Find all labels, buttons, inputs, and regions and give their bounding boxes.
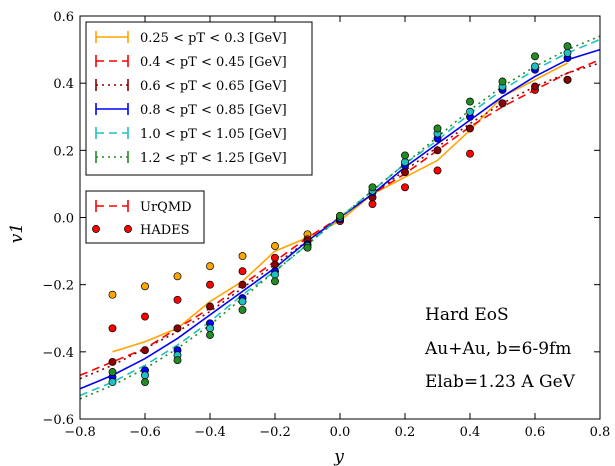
- hades-point-0-5: [271, 242, 279, 250]
- legend-hades-marker-left: [92, 225, 100, 233]
- hades-point-2-11: [466, 124, 474, 133]
- hades-point-5-5: [271, 277, 279, 286]
- annotation-eos: Hard EoS: [425, 305, 509, 325]
- hades-point-4-9: [401, 158, 409, 167]
- hades-point-5-10: [433, 124, 442, 133]
- hades-point-2-3: [206, 302, 214, 311]
- legend-hades-label: HADES: [140, 223, 190, 238]
- x-axis-label: y: [333, 447, 344, 466]
- hades-point-0-1: [141, 282, 149, 291]
- legend-label-3: 0.8 < pT < 0.85 [GeV]: [140, 103, 287, 118]
- hades-point-2-4: [238, 280, 247, 289]
- y-tick-label-2: −0.2: [42, 279, 74, 294]
- x-tick-label-8: 0.8: [590, 425, 611, 440]
- legend-hades-marker-right: [124, 225, 132, 233]
- x-tick-label-7: 0.6: [525, 425, 546, 440]
- hades-point-1-0: [108, 324, 117, 333]
- annotation-block: Hard EoS Au+Au, b=6-9fm Elab=1.23 A GeV: [424, 305, 576, 392]
- hades-point-0-3: [206, 262, 214, 271]
- hades-point-5-8: [368, 183, 377, 192]
- hades-point-5-11: [466, 97, 474, 106]
- hades-point-2-9: [401, 168, 409, 177]
- legend-box-series: [85, 21, 313, 176]
- hades-point-2-1: [141, 346, 149, 355]
- legend: 0.25 < pT < 0.3 [GeV] 0.4 < pT < 0.45 [Ge…: [85, 21, 313, 244]
- hades-point-1-4: [238, 267, 247, 276]
- hades-point-5-4: [238, 305, 247, 314]
- y-tick-label-3: 0.0: [53, 212, 74, 227]
- hades-point-2-5: [271, 260, 279, 269]
- legend-label-2: 0.6 < pT < 0.65 [GeV]: [140, 79, 287, 94]
- hades-point-4-13: [531, 62, 539, 71]
- x-tick-label-0: −0.8: [64, 425, 96, 440]
- hades-point-1-5: [271, 253, 279, 262]
- hades-point-2-10: [433, 146, 442, 155]
- hades-points: [108, 42, 572, 387]
- hades-point-1-8: [368, 200, 377, 209]
- hades-point-0-2: [173, 272, 182, 281]
- legend-label-4: 1.0 < pT < 1.05 [GeV]: [140, 127, 287, 142]
- hades-point-2-14: [563, 75, 572, 84]
- legend-label-1: 0.4 < pT < 0.45 [GeV]: [140, 55, 287, 70]
- hades-point-1-9: [401, 183, 409, 192]
- hades-point-0-0: [108, 290, 117, 299]
- annotation-system: Au+Au, b=6-9fm: [424, 339, 571, 359]
- hades-point-5-12: [498, 77, 507, 86]
- legend-urqmd-label: UrQMD: [140, 200, 192, 215]
- hades-point-1-10: [433, 166, 442, 175]
- hades-point-5-7: [336, 211, 344, 220]
- x-tick-label-6: 0.4: [460, 425, 481, 440]
- hades-point-4-5: [271, 270, 279, 279]
- hades-point-2-12: [498, 99, 507, 108]
- annotation-energy: Elab=1.23 A GeV: [425, 372, 576, 392]
- hades-point-4-0: [108, 378, 117, 387]
- hades-point-2-0: [108, 357, 117, 366]
- hades-point-4-1: [141, 371, 149, 380]
- x-tick-label-5: 0.2: [395, 425, 416, 440]
- hades-point-5-13: [531, 52, 539, 61]
- legend-box-source: [85, 190, 205, 244]
- hades-point-1-1: [141, 312, 149, 321]
- y-tick-label-0: −0.6: [42, 413, 74, 428]
- x-tick-label-2: −0.4: [194, 425, 226, 440]
- hades-point-5-14: [563, 42, 572, 51]
- hades-point-5-1: [141, 378, 149, 387]
- hades-point-5-2: [173, 356, 182, 365]
- hades-point-1-2: [173, 295, 182, 304]
- y-tick-label-5: 0.4: [53, 77, 74, 92]
- hades-point-4-14: [563, 48, 572, 57]
- hades-point-5-0: [108, 368, 117, 376]
- hades-point-1-11: [466, 149, 474, 158]
- hades-point-4-4: [238, 297, 247, 306]
- y-tick-label-6: 0.6: [53, 10, 74, 25]
- x-tick-label-3: −0.2: [259, 425, 291, 440]
- axis-ticks: −0.8 −0.6 −0.4 −0.2 0.0 0.2 0.4 0.6 0.8−0.6−0.4−…: [42, 10, 610, 440]
- y-axis-label: v1: [7, 223, 27, 243]
- hades-point-5-9: [401, 151, 409, 160]
- hades-point-2-13: [531, 82, 539, 91]
- hades-point-4-11: [466, 107, 474, 116]
- legend-label-0: 0.25 < pT < 0.3 [GeV]: [140, 31, 287, 46]
- hades-point-2-2: [173, 324, 182, 333]
- hades-point-1-3: [206, 280, 214, 289]
- x-tick-label-4: 0.0: [330, 425, 351, 440]
- hades-point-5-3: [206, 331, 214, 339]
- hades-point-4-3: [206, 324, 214, 333]
- y-tick-label-4: 0.2: [53, 144, 74, 159]
- legend-label-5: 1.2 < pT < 1.25 [GeV]: [140, 151, 287, 166]
- x-tick-label-1: −0.6: [129, 425, 161, 440]
- y-tick-label-1: −0.4: [42, 346, 74, 361]
- hades-point-5-6: [303, 243, 312, 252]
- hades-point-0-4: [238, 252, 247, 261]
